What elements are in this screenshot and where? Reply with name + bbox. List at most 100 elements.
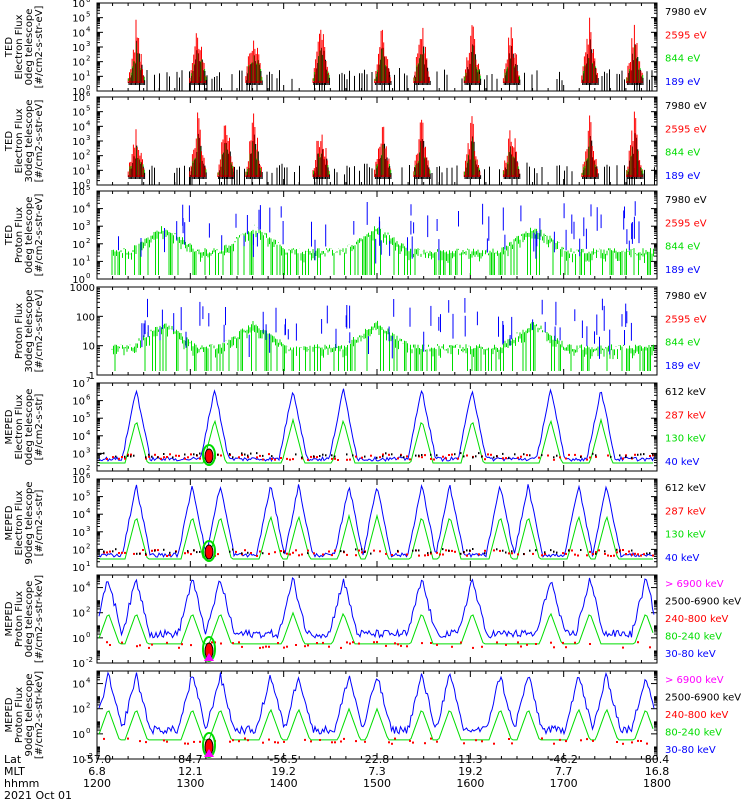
y-tick-label: 10 [72,563,85,574]
trace-red [547,454,549,457]
trace-red [289,553,291,556]
trace-red [280,550,282,552]
y-axis-label-line: 90deg telescope [24,673,35,756]
trace-red [595,551,597,554]
y-tick-label: 10 [72,240,85,251]
trace-black [640,453,642,456]
y-tick-exponent: 5 [86,490,90,498]
legend-entry: 130 keV [665,530,706,541]
trace-black [619,454,621,457]
trace-red [370,454,372,457]
trace-red [472,646,474,649]
trace-red [157,549,159,552]
trace-red [532,552,534,555]
trace-black [463,455,465,458]
footer-mlt-tick: 7.7 [555,765,573,778]
trace-red [199,457,201,460]
y-tick-label: 10 [72,166,85,177]
trace-red [184,457,186,460]
y-tick-exponent: 4 [86,202,91,210]
y-axis-label-line: MEPED [4,697,15,732]
trace-red [151,549,153,552]
trace-black [523,453,525,456]
trace-red [376,641,378,644]
trace-red [277,642,279,644]
y-tick-exponent: 5 [86,184,90,192]
trace-red [163,739,165,742]
trace-black [472,456,474,459]
trace-red [637,553,639,556]
legend-entry: 2595 eV [665,30,707,41]
legend-entry: 40 keV [665,457,699,468]
y-tick-exponent: 4 [86,25,91,33]
trace-red [553,458,555,461]
trace-red [292,458,294,461]
y-axis-label-line: 90deg telescope [24,481,35,564]
trace-black [103,452,105,455]
trace-black [262,552,264,555]
y-tick-label: 10 [72,0,85,10]
trace-red [640,554,642,557]
trace-red [391,742,393,745]
trace-red [427,554,429,557]
footer-label-hhmm: hhmm [4,777,39,790]
trace-black [247,551,249,554]
trace-red [511,552,513,555]
trace-black [646,552,648,555]
trace-black [124,455,126,458]
trace-black [616,548,618,551]
trace-red [118,552,120,554]
trace-red [565,646,567,649]
trace-red [121,641,123,644]
trace-black [553,550,555,553]
trace-red [166,456,168,458]
trace-red [169,554,171,557]
trace-red [481,740,483,743]
panel-frame [96,286,658,376]
trace-black [544,551,546,554]
trace-red [604,552,606,555]
trace-black [163,453,165,455]
trace-red [259,550,261,553]
trace-red [610,555,612,557]
trace-black [157,456,159,459]
trace-black [127,454,129,457]
y-tick-label: 10 [82,342,95,353]
trace-red [580,739,582,742]
y-tick-label: 10 [72,72,85,83]
trace-red [238,456,240,459]
y-axis-label-line: [#/cm2-s-str-keV] [34,671,45,759]
trace-black [508,456,510,459]
y-axis-label-line: MEPED [4,505,15,540]
y-tick-label: 10 [72,528,85,539]
trace-red [595,455,597,458]
trace-red [346,553,348,556]
y-axis-label-line: [#/cm2-s-str-eV] [34,6,45,89]
trace-black [550,549,552,552]
trace-black [100,452,102,455]
trace-black [553,456,555,459]
y-tick-exponent: 0 [86,631,90,639]
trace-red [382,453,384,456]
y-tick-exponent: 0 [86,272,90,280]
footer-lat-tick: 11.3 [458,753,483,766]
y-axis-label-line: Proton Flux [14,591,25,647]
trace-red [541,737,543,740]
trace-red [304,645,306,648]
y-axis-label-line: MEPED [4,601,15,636]
legend-entry: 7980 eV [665,195,707,206]
trace-red [289,458,291,461]
legend-entry: 7980 eV [665,291,707,302]
trace-red [388,453,390,456]
trace-magenta [204,653,214,661]
trace-red [328,645,330,648]
trace-red [148,646,150,649]
trace-red [622,646,624,649]
trace-red [358,549,360,552]
trace-red [598,549,600,552]
data-traces [127,17,653,91]
footer-mlt-tick: 6.8 [88,765,106,778]
legend-entry: 2595 eV [665,218,707,229]
